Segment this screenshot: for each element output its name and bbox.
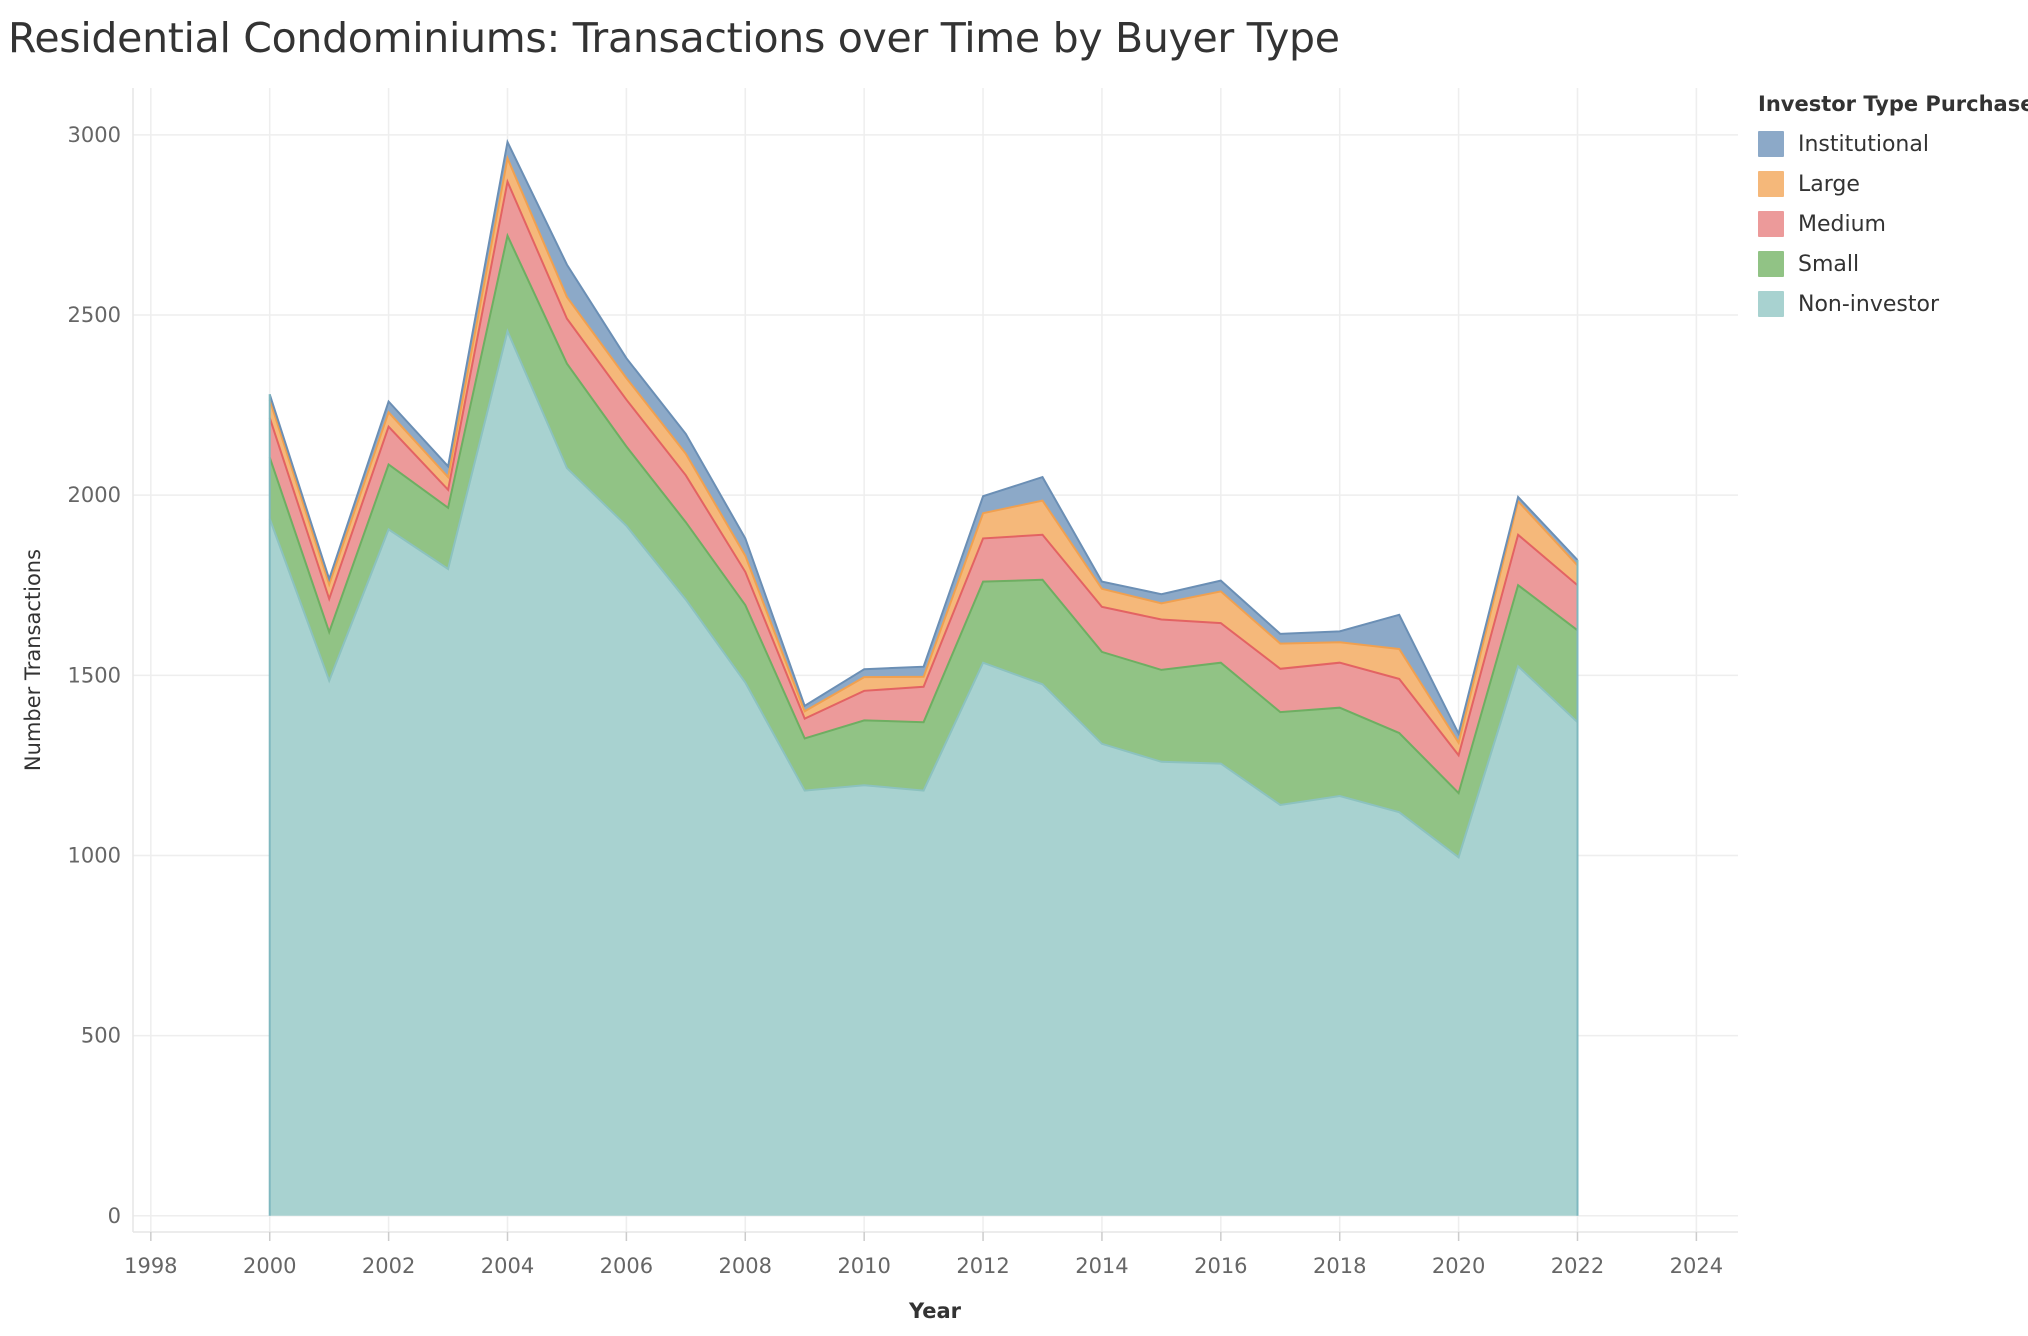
legend-item-small[interactable]: Small	[1758, 244, 2028, 284]
legend-swatch	[1758, 171, 1784, 197]
y-tick-label: 2500	[68, 303, 121, 327]
legend-title: Investor Type Purchase	[1758, 92, 2028, 116]
x-axis-ticks: 1998 2000 2002 2004 2006 2008 2010 2012 2014 2016…	[124, 1232, 1723, 1278]
x-tick-label: 2022	[1551, 1254, 1604, 1278]
legend-label: Medium	[1798, 211, 1886, 237]
x-tick-label: 2000	[243, 1254, 296, 1278]
x-tick-label: 2014	[1075, 1254, 1128, 1278]
x-tick-label: 2004	[481, 1254, 534, 1278]
legend-item-large[interactable]: Large	[1758, 164, 2028, 204]
series-lines	[268, 138, 1579, 1216]
x-tick-label: 2006	[600, 1254, 653, 1278]
legend-label: Non-investor	[1798, 291, 1940, 317]
legend-swatch	[1758, 131, 1784, 157]
line-non-investor	[268, 328, 1579, 859]
y-tick-label: 3000	[68, 123, 121, 147]
y-tick-label: 0	[108, 1204, 121, 1228]
x-tick-label: 2024	[1670, 1254, 1723, 1278]
legend-item-medium[interactable]: Medium	[1758, 204, 2028, 244]
x-tick-label: 2008	[719, 1254, 772, 1278]
x-tick-label: 2018	[1313, 1254, 1366, 1278]
legend: Investor Type Purchase Institutional Larg…	[1758, 92, 2028, 324]
x-tick-label: 2010	[837, 1254, 890, 1278]
stacked-areas	[269, 142, 1578, 1216]
x-tick-label: 1998	[124, 1254, 177, 1278]
y-axis-title: Number Transactions	[21, 549, 45, 771]
line-small	[268, 232, 1579, 796]
legend-label: Institutional	[1798, 131, 1929, 157]
legend-swatch	[1758, 211, 1784, 237]
legend-items: Institutional Large Medium Small Non-investo…	[1758, 124, 2028, 324]
y-axis-ticks: 0 500 1000 1500 2000 2500 3000	[68, 123, 121, 1228]
x-tick-label: 2016	[1194, 1254, 1247, 1278]
chart-title: Residential Condominiums: Transactions o…	[8, 14, 1340, 62]
x-axis-title: Year	[908, 1299, 962, 1323]
legend-label: Small	[1798, 251, 1860, 277]
y-tick-label: 500	[81, 1024, 121, 1048]
y-tick-label: 1000	[68, 843, 121, 867]
y-tick-label: 2000	[68, 483, 121, 507]
legend-swatch	[1758, 251, 1784, 277]
legend-item-institutional[interactable]: Institutional	[1758, 124, 2028, 164]
line-large	[268, 154, 1579, 746]
y-tick-label: 1500	[68, 663, 121, 687]
legend-label: Large	[1798, 171, 1860, 197]
legend-item-non-investor[interactable]: Non-investor	[1758, 284, 2028, 324]
x-tick-label: 2012	[956, 1254, 1009, 1278]
line-medium	[268, 178, 1579, 758]
x-tick-label: 2020	[1432, 1254, 1485, 1278]
x-tick-label: 2002	[362, 1254, 415, 1278]
area-small	[269, 235, 1578, 858]
area-non-investor	[269, 331, 1578, 1216]
line-institutional	[268, 138, 1579, 737]
legend-swatch	[1758, 291, 1784, 317]
